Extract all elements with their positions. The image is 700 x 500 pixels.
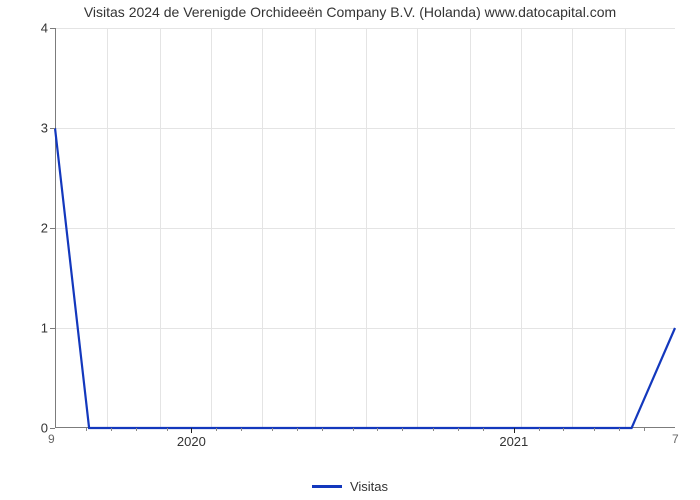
x-minor-tick	[241, 428, 242, 431]
x-minor-tick	[377, 428, 378, 431]
x-minor-tick	[563, 428, 564, 431]
legend: Visitas	[0, 478, 700, 494]
x-minor-tick	[86, 428, 87, 431]
x-minor-tick	[458, 428, 459, 431]
x-tick	[191, 428, 192, 433]
y-tick	[50, 28, 55, 29]
y-tick-label: 0	[41, 421, 48, 436]
y-tick	[50, 128, 55, 129]
line-series	[55, 28, 675, 428]
x-minor-tick	[297, 428, 298, 431]
x-minor-tick	[539, 428, 540, 431]
chart-title: Visitas 2024 de Verenigde Orchideeën Com…	[0, 4, 700, 20]
chart-container: Visitas 2024 de Verenigde Orchideeën Com…	[0, 0, 700, 500]
x-minor-tick	[111, 428, 112, 431]
x-minor-tick	[322, 428, 323, 431]
x-minor-tick	[483, 428, 484, 431]
x-minor-tick	[216, 428, 217, 431]
x-minor-tick	[353, 428, 354, 431]
y-tick	[50, 328, 55, 329]
x-minor-tick	[644, 428, 645, 431]
y-tick-label: 4	[41, 21, 48, 36]
x-minor-tick	[619, 428, 620, 431]
visitas-line	[55, 128, 675, 428]
y-tick-label: 1	[41, 321, 48, 336]
legend-label: Visitas	[350, 479, 388, 494]
x-minor-tick	[402, 428, 403, 431]
y-tick-label: 2	[41, 221, 48, 236]
x-minor-tick	[433, 428, 434, 431]
legend-swatch	[312, 485, 342, 488]
x-minor-tick	[594, 428, 595, 431]
x-tick-label: 2020	[177, 434, 206, 449]
x-axis-left-corner: 9	[48, 432, 55, 446]
x-minor-tick	[272, 428, 273, 431]
x-tick-label: 2021	[499, 434, 528, 449]
x-minor-tick	[136, 428, 137, 431]
y-tick-label: 3	[41, 121, 48, 136]
y-tick	[50, 428, 55, 429]
x-axis-right-corner: 7	[672, 432, 679, 446]
x-tick	[514, 428, 515, 433]
x-minor-tick	[167, 428, 168, 431]
y-tick	[50, 228, 55, 229]
